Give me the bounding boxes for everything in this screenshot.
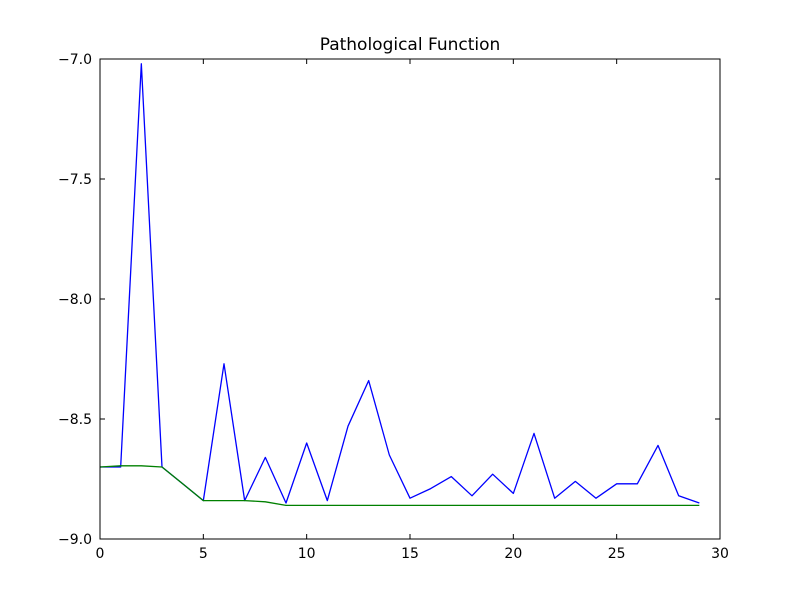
x-axis-tick-label: 0 [96, 546, 105, 562]
y-axis-tick-label: −9.0 [58, 532, 92, 548]
axes-frame [99, 58, 721, 540]
x-axis-tick-label: 10 [298, 546, 316, 562]
chart-title: Pathological Function [320, 35, 501, 55]
y-axis-tick-label: −8.0 [58, 292, 92, 308]
plot-area: 0 5 10 15 20 25 30 −7.0 −7.5 −8.0 −8.5 −9.0 [58, 52, 729, 562]
x-axis-tick-label: 5 [199, 546, 208, 562]
blue-series-line [100, 63, 700, 504]
x-axis-tick-label: 30 [711, 546, 729, 562]
x-axis-tick-label: 20 [504, 546, 522, 562]
x-axis-tick-label: 15 [401, 546, 419, 562]
y-axis-tick-label: −8.5 [58, 412, 92, 428]
y-axis-tick-label: −7.5 [58, 172, 92, 188]
y-axis-tick-label: −7.0 [58, 52, 92, 68]
x-axis-tick-label: 25 [608, 546, 626, 562]
green-series-line [99, 465, 700, 507]
